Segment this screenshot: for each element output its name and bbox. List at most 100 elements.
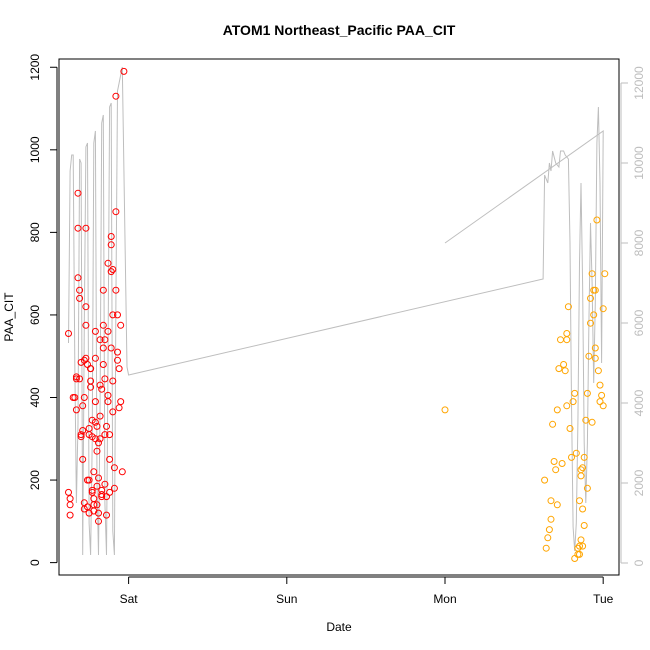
data-point-orange: [542, 544, 550, 552]
data-point-red: [95, 474, 102, 482]
data-point-orange: [549, 420, 557, 428]
data-point-red: [99, 344, 107, 352]
data-point-orange: [601, 270, 609, 278]
data-point-red: [72, 406, 80, 414]
data-point-red: [93, 501, 101, 509]
data-point-red: [101, 431, 109, 439]
data-point-red: [79, 402, 87, 410]
data-point-orange: [590, 311, 598, 319]
data-point-red: [99, 286, 107, 294]
data-point-orange: [564, 303, 572, 311]
data-point-red: [118, 468, 126, 476]
data-point-orange: [544, 534, 552, 542]
data-point-red: [84, 503, 91, 511]
data-point-red: [74, 224, 82, 232]
data-point-orange: [599, 305, 607, 313]
data-point-red: [65, 330, 72, 337]
data-point-orange: [572, 449, 580, 457]
data-point-red: [109, 377, 117, 385]
data-point-red: [112, 286, 120, 294]
data-point-red: [96, 435, 104, 443]
data-point-orange: [596, 381, 604, 389]
data-point-orange: [552, 466, 560, 474]
data-point-orange: [576, 550, 583, 558]
data-point-red: [110, 464, 118, 472]
x-tick-label: Sun: [276, 592, 297, 606]
data-point-red: [106, 431, 114, 439]
data-point-orange: [580, 522, 588, 529]
data-point-red: [120, 67, 128, 75]
data-point-red: [79, 455, 87, 463]
scatter-points-layer: [65, 67, 609, 562]
y-tick-label-right: 12000: [632, 66, 646, 100]
x-tick-label: Tue: [593, 592, 614, 606]
data-point-red: [103, 511, 110, 519]
depth-trace-line: [68, 66, 604, 556]
data-point-orange: [585, 352, 593, 360]
data-point-orange: [579, 505, 587, 513]
y-tick-label-right: 10000: [632, 146, 646, 180]
data-point-red: [74, 189, 82, 197]
y-tick-label-left: 800: [28, 222, 42, 242]
plot-frame: [58, 58, 620, 576]
data-point-orange: [577, 472, 585, 480]
plot-box: [58, 58, 620, 576]
data-point-orange: [577, 536, 585, 544]
data-point-red: [82, 224, 90, 232]
data-point-red: [98, 385, 106, 393]
data-point-red: [107, 268, 115, 276]
data-point-red: [77, 433, 85, 441]
data-point-orange: [588, 418, 596, 426]
data-point-red: [87, 365, 95, 373]
data-point-orange: [579, 464, 587, 472]
data-point-red: [88, 488, 96, 496]
data-point-red: [107, 233, 115, 240]
data-point-red: [107, 344, 115, 352]
data-point-orange: [583, 389, 591, 397]
data-point-orange: [563, 330, 571, 337]
data-point-red: [90, 501, 98, 509]
data-point-orange: [591, 344, 599, 352]
data-point-orange: [568, 453, 575, 461]
data-point-red: [114, 356, 121, 364]
y-tick-label-left: 200: [28, 470, 42, 490]
data-point-red: [93, 422, 101, 430]
data-point-red: [98, 493, 106, 501]
chart-title: ATOM1 Northeast_Pacific PAA_CIT: [223, 22, 456, 38]
data-point-red: [82, 321, 90, 329]
x-axis-label: Date: [326, 620, 352, 634]
data-point-red: [91, 418, 99, 426]
y-tick-label-left: 1000: [28, 136, 42, 163]
data-point-red: [112, 92, 120, 100]
data-point-red: [74, 274, 82, 282]
data-point-orange: [596, 398, 604, 406]
data-point-red: [99, 361, 107, 368]
data-point-orange: [566, 425, 574, 432]
data-point-orange: [588, 270, 596, 278]
axes-layer: Sat Sun Mon Tue0200400600800100012000200040…: [28, 54, 646, 606]
y-tick-label-right: 4000: [632, 389, 646, 416]
data-point-red: [76, 375, 84, 383]
data-point-red: [91, 435, 99, 443]
data-point-red: [87, 383, 95, 391]
data-point-orange: [550, 458, 558, 465]
data-point-orange: [577, 466, 585, 474]
data-point-red: [101, 375, 109, 383]
data-point-red: [79, 427, 87, 434]
data-point-red: [93, 447, 101, 455]
y-tick-label-right: 6000: [632, 309, 646, 336]
data-point-orange: [545, 526, 553, 534]
data-point-orange: [569, 398, 577, 406]
data-point-red: [80, 394, 88, 401]
data-point-red: [82, 354, 90, 362]
data-point-red: [95, 509, 102, 517]
data-point-red: [65, 488, 72, 496]
data-point-red: [66, 495, 74, 503]
y-tick-label-left: 1200: [28, 54, 42, 81]
y-tick-label-right: 8000: [632, 229, 646, 256]
data-point-red: [106, 455, 114, 463]
data-point-orange: [553, 406, 561, 414]
data-point-orange: [593, 216, 601, 224]
data-point-orange: [563, 402, 571, 410]
data-point-red: [115, 365, 123, 373]
